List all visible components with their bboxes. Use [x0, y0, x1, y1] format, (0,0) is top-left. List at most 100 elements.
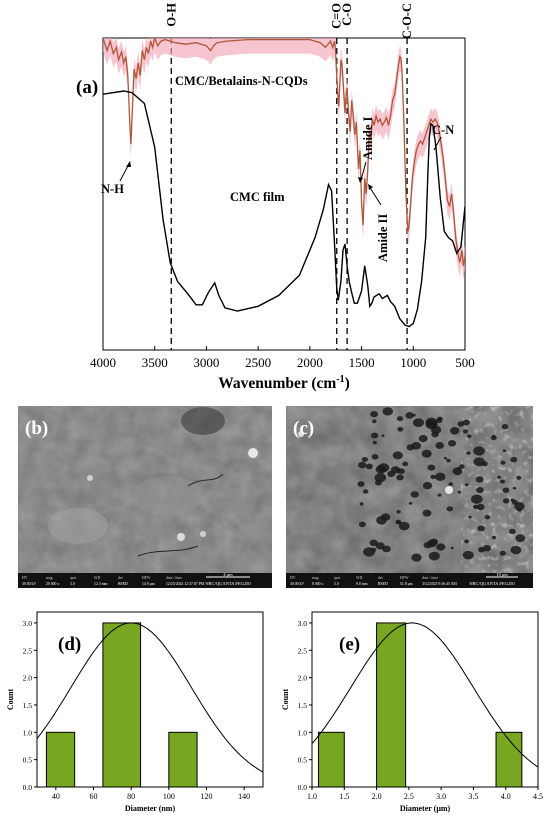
histogram-e-y-tick-label: 3.0: [298, 619, 308, 628]
sem-image-c: 10 μm HV 30.00 kV mag 8 000 x spot 5.0 WD 9.8 m…: [286, 406, 533, 588]
annotation-amide-i-arrowhead: [358, 177, 363, 183]
panel-c-tag: (c): [293, 418, 314, 439]
annotation-amide-ii: Amide II: [376, 214, 390, 262]
annotation-cn: C-N: [432, 123, 454, 137]
sem-info-header: HFW: [400, 576, 409, 580]
x-tick-label: 1500: [349, 355, 375, 370]
histogram-e-x-axis-title: Diameter (μm): [400, 804, 451, 813]
annotation-nh: N-H: [101, 182, 124, 196]
histogram-e-y-tick-label: 1.0: [298, 728, 308, 737]
sem-info-value: 30.00 kV: [22, 582, 36, 586]
scale-bar-c: 10 μm: [496, 572, 508, 577]
sem-image-b: 4 μm HV 30.00 kV mag 20 000 x spot 3.0 WD 12.3 …: [18, 406, 272, 588]
histogram-e-x-tick-label: 4.0: [501, 792, 511, 801]
sem-info-header: WD: [94, 576, 101, 580]
sem-info-value: 51.8 μm: [400, 582, 413, 586]
histogram-e-fit-curve: [311, 622, 539, 768]
histogram-d-fit-curve: [36, 622, 264, 773]
histogram-d-y-tick-label: 0.0: [23, 783, 33, 792]
panel-e-tag: (e): [339, 634, 360, 655]
histogram-d-y-tick-label: 2.5: [23, 646, 33, 655]
sem-info-header: date / time: [166, 576, 182, 580]
series-label-cmc: CMC film: [230, 190, 285, 204]
sem-info-header: WD: [356, 576, 363, 580]
sem-info-value: 14.9 μm: [142, 582, 155, 586]
panel-d-tag: (d): [58, 634, 81, 655]
sem-info-value: 20 000 x: [46, 582, 59, 586]
histogram-e-y-tick-label: 0.0: [298, 783, 308, 792]
x-tick-label: 1000: [400, 355, 426, 370]
histogram-e: 1.0 1.5 2.0 2.5 3.0 3.5 4.0 4.5 0.0 0.5 1.0 1.5 2.0 2…: [281, 611, 543, 813]
histogram-e-y-axis-title: Count: [281, 688, 290, 710]
scale-bar-b: 4 μm: [223, 572, 233, 577]
histogram-d: 40 60 80 100 120 140 0.0 0.5 1.0 1.5 2.0 2.5 3.0 Diam…: [6, 611, 264, 813]
histogram-e-y-tick-label: 2.5: [298, 646, 308, 655]
histogram-e-x-tick-label: 4.5: [533, 792, 543, 801]
sem-info-value: 5.0: [334, 582, 339, 586]
histogram-e-bar-0: [317, 731, 345, 788]
histogram-e-y-tick-label: 1.5: [298, 701, 308, 710]
ftir-spectrum-chart: 4000 3500 3000 2500 2000 1500 1000 500 O-H C=OC-…: [76, 3, 475, 392]
instrument-b: NRC/QUANTA FEG250: [205, 581, 251, 586]
histogram-e-y-tick-label: 2.0: [298, 674, 308, 683]
histogram-d-x-tick-label: 40: [52, 792, 60, 801]
sem-info-value: 8 000 x: [312, 582, 323, 586]
sem-info-header: HFW: [142, 576, 151, 580]
sem-info-header: mag: [46, 576, 53, 580]
instrument-c: NRC/QUANTA FEG250: [469, 581, 515, 586]
histogram-e-x-tick-label: 3.5: [468, 792, 478, 801]
histogram-e-x-tick-label: 2.0: [372, 792, 382, 801]
histogram-d-x-tick-label: 80: [127, 792, 135, 801]
sem-info-header: HV: [22, 576, 28, 580]
band-label-1: C=O: [330, 3, 344, 29]
panel-b-tag: (b): [25, 418, 48, 439]
histogram-e-frame: [311, 611, 539, 788]
x-tick-label: 3000: [193, 355, 219, 370]
x-tick-label: 2500: [245, 355, 271, 370]
band-label-0: O-H: [164, 3, 178, 27]
sem-info-value: BSED: [118, 582, 128, 586]
annotation-amide-ii-arrowhead: [368, 184, 373, 190]
histogram-d-bar-1: [102, 622, 142, 788]
sem-info-value: 9.8 mm: [356, 582, 368, 586]
annotation-amide-i-arrow: [360, 161, 367, 181]
sem-info-header: HV: [290, 576, 296, 580]
histogram-e-x-tick-label: 3.0: [436, 792, 446, 801]
histogram-d-x-tick-label: 120: [201, 792, 213, 801]
histogram-e-x-tick-label: 1.5: [339, 792, 349, 801]
x-tick-label: 500: [455, 355, 475, 370]
sem-info-header: mag: [312, 576, 319, 580]
histogram-e-y-tick-label: 0.5: [298, 756, 308, 765]
histogram-d-x-tick-label: 140: [238, 792, 250, 801]
annotation-amide-ii-arrow: [368, 185, 382, 206]
histogram-e-bar-1: [376, 622, 407, 788]
sem-info-value: BSED: [378, 582, 388, 586]
histogram-d-frame: [36, 611, 264, 788]
histogram-d-x-axis-title: Diameter (nm): [125, 804, 176, 813]
histogram-d-y-tick-label: 3.0: [23, 619, 33, 628]
sem-info-value: 12/25/2024 12:37:07 PM: [166, 582, 205, 586]
annotation-amide-i: Amide I: [361, 116, 375, 160]
sem-info-value: 30.00 kV: [290, 582, 304, 586]
sem-info-value: 12.3 mm: [94, 582, 108, 586]
annotation-nh-arrowhead: [126, 161, 131, 167]
sem-info-header: date / time: [422, 576, 438, 580]
band-label-2: C-O: [340, 3, 354, 26]
sem-info-value: 3/12/2023 9:36:45 AM: [422, 582, 457, 586]
x-tick-label: 3500: [142, 355, 168, 370]
panel-a-tag: (a): [76, 77, 98, 98]
band-label-3: C-O-C: [400, 3, 414, 39]
x-tick-label: 4000: [90, 355, 116, 370]
histogram-d-bar-2: [168, 731, 198, 788]
histogram-e-bar-2: [495, 731, 523, 788]
histogram-d-y-tick-label: 2.0: [23, 674, 33, 683]
histogram-d-bar-0: [45, 731, 76, 788]
sem-info-header: spot: [334, 576, 341, 580]
annotation-cn-arrow: [433, 136, 442, 151]
histogram-d-x-tick-label: 100: [163, 792, 175, 801]
x-axis-title: Wavenumber (cm-1): [218, 374, 350, 392]
histogram-d-y-tick-label: 1.0: [23, 728, 33, 737]
histogram-d-y-tick-label: 1.5: [23, 701, 33, 710]
histogram-d-y-axis-title: Count: [6, 688, 15, 710]
series-composite-line: [103, 38, 465, 266]
